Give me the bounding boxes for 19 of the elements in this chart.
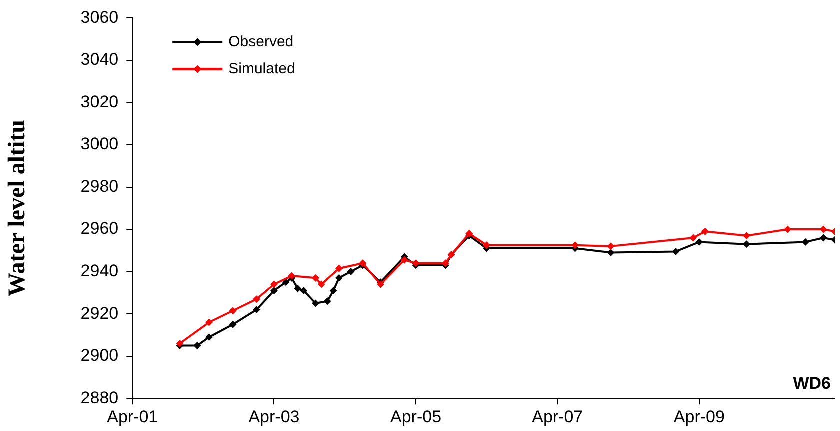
y-axis-title: Water level altitu	[4, 120, 31, 297]
y-tick-label: 2940	[80, 261, 119, 280]
y-tick-label: 2960	[80, 219, 119, 238]
x-tick-label: Apr-05	[390, 407, 442, 426]
x-tick-label: Apr-07	[532, 407, 584, 426]
legend-label: Observed	[228, 33, 294, 50]
y-tick-label: 3020	[80, 92, 119, 112]
legend-label: Simulated	[228, 60, 296, 78]
y-tick-label: 3040	[80, 50, 119, 70]
y-tick-label: 3000	[80, 134, 119, 154]
x-tick-label: Apr-09	[674, 407, 725, 426]
annotation: WD6	[793, 374, 831, 393]
y-tick-label: 2980	[80, 176, 119, 196]
y-tick-label: 3060	[80, 8, 119, 27]
y-tick-label: 2900	[80, 346, 119, 366]
y-tick-label: 2880	[80, 388, 119, 408]
x-tick-label: Apr-03	[248, 407, 300, 426]
y-tick-label: 2920	[80, 304, 119, 323]
x-tick-label: Apr-01	[107, 407, 158, 426]
